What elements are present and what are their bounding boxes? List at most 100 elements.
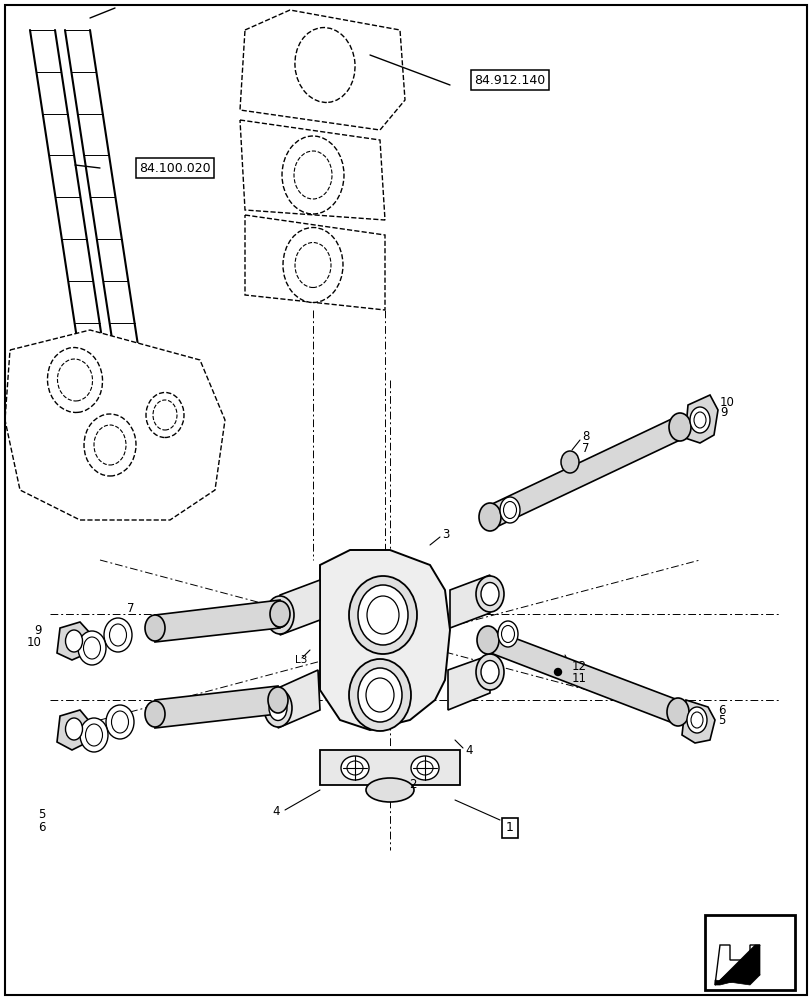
Text: 84.100.020: 84.100.020	[139, 162, 211, 175]
Polygon shape	[155, 600, 280, 642]
Text: 5: 5	[717, 714, 724, 727]
Ellipse shape	[266, 596, 294, 634]
Polygon shape	[155, 686, 277, 728]
Ellipse shape	[480, 582, 499, 605]
Ellipse shape	[693, 412, 705, 428]
Ellipse shape	[104, 618, 132, 652]
Text: 2: 2	[409, 778, 416, 790]
Ellipse shape	[283, 228, 342, 302]
Ellipse shape	[475, 576, 504, 612]
Text: 84.912.140: 84.912.140	[474, 74, 545, 87]
Ellipse shape	[281, 136, 344, 214]
Polygon shape	[320, 550, 449, 730]
Ellipse shape	[145, 615, 165, 641]
Text: 4: 4	[272, 805, 280, 818]
Text: 5: 5	[38, 808, 45, 821]
Polygon shape	[449, 575, 489, 628]
Ellipse shape	[410, 756, 439, 780]
Ellipse shape	[106, 705, 134, 739]
Ellipse shape	[560, 451, 578, 473]
Text: 7: 7	[127, 601, 135, 614]
Ellipse shape	[358, 668, 401, 722]
Ellipse shape	[294, 28, 354, 102]
Ellipse shape	[47, 348, 102, 412]
Ellipse shape	[686, 707, 706, 733]
Ellipse shape	[78, 631, 106, 665]
Polygon shape	[448, 655, 489, 710]
Ellipse shape	[85, 724, 102, 746]
Bar	[704, 915, 794, 990]
Ellipse shape	[294, 151, 332, 199]
Ellipse shape	[500, 497, 519, 523]
Ellipse shape	[503, 502, 516, 518]
Polygon shape	[280, 580, 320, 635]
Polygon shape	[320, 750, 460, 785]
Ellipse shape	[268, 687, 288, 713]
Ellipse shape	[80, 718, 108, 752]
Text: 11: 11	[571, 672, 586, 684]
Text: 9: 9	[719, 406, 727, 420]
Text: 12: 12	[571, 660, 586, 674]
Polygon shape	[714, 960, 759, 985]
Polygon shape	[245, 215, 384, 310]
Ellipse shape	[109, 624, 127, 646]
Ellipse shape	[264, 689, 292, 727]
Text: 10: 10	[719, 395, 734, 408]
Text: 4: 4	[465, 743, 472, 756]
Polygon shape	[714, 945, 759, 985]
Text: 1: 1	[505, 821, 513, 834]
Ellipse shape	[58, 359, 92, 401]
Ellipse shape	[294, 242, 331, 288]
Ellipse shape	[554, 668, 561, 676]
Ellipse shape	[690, 712, 702, 728]
Ellipse shape	[366, 778, 414, 802]
Ellipse shape	[111, 711, 128, 733]
Ellipse shape	[349, 659, 410, 731]
Ellipse shape	[152, 400, 177, 430]
Polygon shape	[57, 710, 90, 750]
Ellipse shape	[689, 407, 709, 433]
Ellipse shape	[478, 503, 500, 531]
Polygon shape	[489, 415, 679, 530]
Ellipse shape	[417, 761, 432, 775]
Ellipse shape	[145, 701, 165, 727]
Polygon shape	[714, 945, 759, 985]
Text: 8: 8	[581, 430, 589, 444]
Ellipse shape	[668, 413, 690, 441]
Ellipse shape	[501, 626, 514, 642]
Ellipse shape	[94, 425, 126, 465]
Text: 6: 6	[38, 821, 45, 834]
Ellipse shape	[341, 756, 368, 780]
Ellipse shape	[476, 626, 499, 654]
Polygon shape	[240, 10, 405, 130]
Ellipse shape	[271, 602, 289, 628]
Ellipse shape	[366, 678, 393, 712]
Ellipse shape	[268, 696, 286, 720]
Ellipse shape	[84, 414, 135, 476]
Polygon shape	[681, 700, 714, 743]
Text: L3: L3	[294, 655, 307, 665]
Polygon shape	[684, 395, 717, 443]
Ellipse shape	[480, 660, 499, 684]
Ellipse shape	[475, 654, 504, 690]
Ellipse shape	[349, 576, 417, 654]
Text: 3: 3	[441, 528, 448, 540]
Ellipse shape	[666, 698, 689, 726]
Ellipse shape	[367, 596, 398, 634]
Ellipse shape	[146, 392, 184, 438]
Text: 10: 10	[27, 636, 42, 648]
Polygon shape	[277, 670, 320, 728]
Polygon shape	[57, 622, 90, 660]
Ellipse shape	[84, 637, 101, 659]
Ellipse shape	[358, 585, 407, 645]
Polygon shape	[5, 330, 225, 520]
Polygon shape	[240, 120, 384, 220]
Text: 7: 7	[581, 442, 589, 454]
Ellipse shape	[346, 761, 363, 775]
Ellipse shape	[66, 718, 83, 740]
Polygon shape	[487, 628, 677, 725]
Ellipse shape	[66, 630, 83, 652]
Ellipse shape	[497, 621, 517, 647]
Text: 6: 6	[717, 704, 724, 716]
Text: 9: 9	[34, 624, 42, 636]
